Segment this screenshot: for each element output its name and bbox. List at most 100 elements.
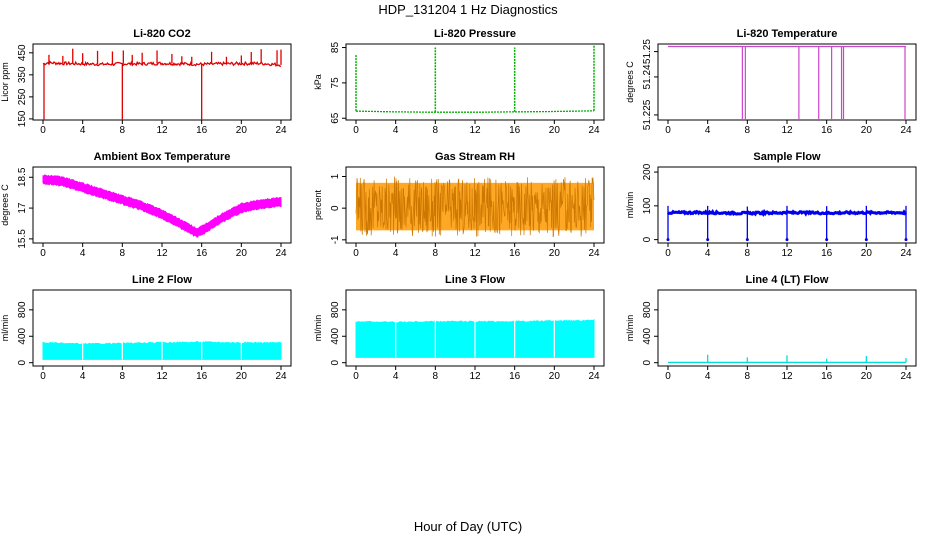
y-axis-label: kPa <box>313 74 323 90</box>
x-tick-label: 20 <box>549 371 561 382</box>
y-tick-label: 17 <box>17 202 28 214</box>
x-tick-label: 20 <box>861 371 873 382</box>
x-tick-label: 24 <box>588 125 600 136</box>
y-tick-label: 0 <box>642 236 653 242</box>
plot-frame <box>345 43 605 121</box>
y-tick-label: 800 <box>330 301 341 318</box>
x-tick-label: 24 <box>900 371 912 382</box>
y-tick-label: 0 <box>330 359 341 365</box>
dip-point <box>745 238 749 242</box>
dip-point <box>864 238 868 242</box>
x-tick-label: 8 <box>745 125 751 136</box>
x-tick-label: 0 <box>40 125 46 136</box>
x-tick-label: 4 <box>393 248 399 259</box>
panel-title: Gas Stream RH <box>435 151 515 163</box>
panel-title: Sample Flow <box>753 151 821 163</box>
x-tick-label: 16 <box>821 248 833 259</box>
x-tick-label: 20 <box>549 248 561 259</box>
x-tick-label: 12 <box>469 248 481 259</box>
panel-title: Line 4 (LT) Flow <box>746 274 829 286</box>
y-tick-label: 0 <box>17 359 28 365</box>
data-layer <box>42 340 282 360</box>
data-layer <box>42 48 282 120</box>
x-tick-label: 16 <box>821 371 833 382</box>
x-tick-label: 24 <box>275 125 287 136</box>
x-tick-label: 12 <box>781 125 793 136</box>
x-tick-label: 12 <box>781 248 793 259</box>
x-tick-label: 20 <box>236 248 248 259</box>
panel-line3: Line 3 Flow ml/min 0 4 8 12 16 20 24 0 400 800 <box>313 274 605 382</box>
x-tick-label: 8 <box>433 248 439 259</box>
x-tick-label: 0 <box>665 371 671 382</box>
panel-box-temp: Ambient Box Temperature degrees C 0 4 8 12 16 2… <box>0 151 292 259</box>
y-axis-label: Licor ppm <box>0 62 10 102</box>
x-tick-label: 4 <box>80 125 86 136</box>
x-tick-label: 4 <box>393 125 399 136</box>
x-tick-label: 0 <box>353 125 359 136</box>
y-tick-label: 51.225 <box>642 99 653 130</box>
y-axis-label: ml/min <box>313 315 323 342</box>
y-tick-label: 400 <box>330 327 341 344</box>
x-tick-label: 16 <box>196 125 208 136</box>
y-tick-label: 51.25 <box>642 39 653 64</box>
x-tick-label: 24 <box>900 248 912 259</box>
x-tick-label: 24 <box>900 125 912 136</box>
figure-title: HDP_131204 1 Hz Diagnostics <box>378 2 558 17</box>
dip-point <box>904 238 908 242</box>
y-tick-label: 800 <box>17 301 28 318</box>
plot-frame <box>657 43 917 121</box>
x-tick-label: 20 <box>236 125 248 136</box>
x-tick-label: 0 <box>353 248 359 259</box>
data-layer <box>668 354 907 364</box>
x-tick-label: 0 <box>353 371 359 382</box>
x-tick-label: 20 <box>236 371 248 382</box>
plot-frame <box>32 43 292 121</box>
data-layer <box>668 45 906 120</box>
panel-co2: Li-820 CO2 Licor ppm 0 4 8 12 16 20 24 150 250 350 4… <box>0 28 292 136</box>
y-tick-label: 400 <box>642 327 653 344</box>
panel-grid: Li-820 CO2 Licor ppm 0 4 8 12 16 20 24 150 250 350 4… <box>0 28 917 382</box>
series-line <box>356 110 595 113</box>
y-tick-label: 1 <box>330 173 341 179</box>
x-tick-label: 12 <box>781 371 793 382</box>
x-tick-label: 8 <box>745 248 751 259</box>
x-tick-label: 12 <box>156 125 168 136</box>
panel-title: Li-820 CO2 <box>133 28 190 40</box>
x-tick-label: 16 <box>509 125 521 136</box>
x-tick-label: 4 <box>393 371 399 382</box>
panel-title: Li-820 Temperature <box>737 28 838 40</box>
y-axis-label: ml/min <box>0 315 10 342</box>
x-tick-label: 8 <box>120 125 126 136</box>
x-tick-label: 8 <box>745 371 751 382</box>
x-tick-label: 0 <box>40 248 46 259</box>
x-tick-label: 12 <box>469 125 481 136</box>
y-axis-label: ml/min <box>625 192 635 219</box>
plot-frame <box>657 289 917 367</box>
dip-point <box>706 238 710 242</box>
data-layer <box>355 318 595 358</box>
y-tick-label: 400 <box>17 327 28 344</box>
x-tick-label: 4 <box>80 248 86 259</box>
y-tick-label: 800 <box>642 301 653 318</box>
panel-rh: Gas Stream RH percent 0 4 8 12 16 20 24 -1 0 1 <box>313 151 605 259</box>
y-tick-label: 200 <box>642 163 653 180</box>
y-axis-label: degrees C <box>0 184 10 226</box>
panel-title: Li-820 Pressure <box>434 28 516 40</box>
y-tick-label: 150 <box>17 110 28 127</box>
y-axis-label: ml/min <box>625 315 635 342</box>
x-axis-label: Hour of Day (UTC) <box>414 519 522 534</box>
x-tick-label: 12 <box>156 248 168 259</box>
x-tick-label: 0 <box>40 371 46 382</box>
y-tick-label: 15.5 <box>17 229 28 249</box>
y-axis-label: percent <box>313 189 323 220</box>
dip-point <box>785 238 789 242</box>
panel-title: Ambient Box Temperature <box>94 151 231 163</box>
x-tick-label: 4 <box>80 371 86 382</box>
x-tick-label: 24 <box>275 248 287 259</box>
x-tick-label: 16 <box>509 248 521 259</box>
y-tick-label: -1 <box>330 235 341 244</box>
x-tick-label: 8 <box>120 371 126 382</box>
y-tick-label: 100 <box>642 197 653 214</box>
data-layer <box>355 45 595 113</box>
panel-title: Line 2 Flow <box>132 274 192 286</box>
